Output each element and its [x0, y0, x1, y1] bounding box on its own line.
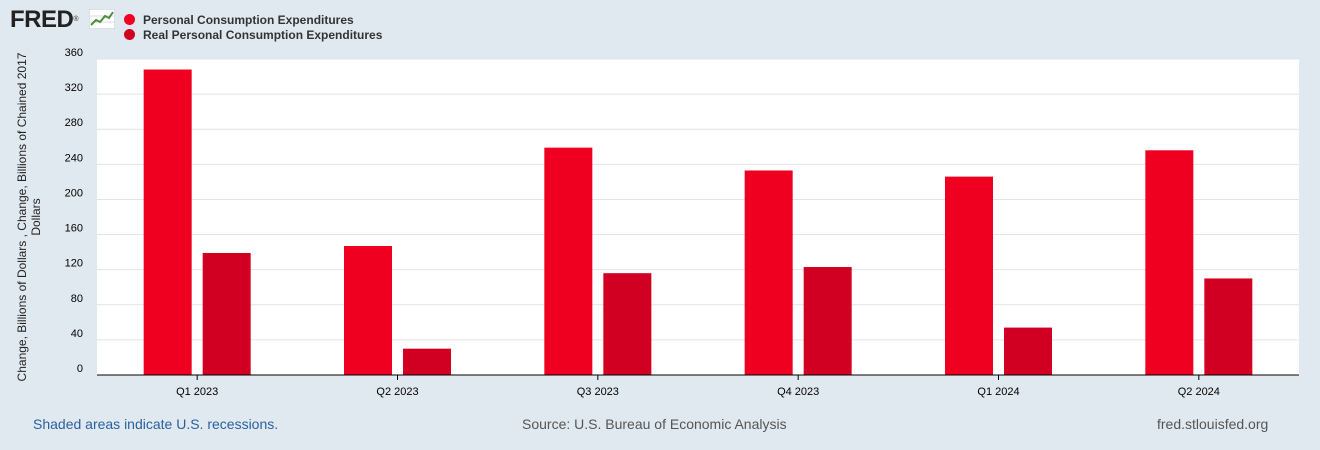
- plot-area: [97, 59, 1299, 375]
- site-link[interactable]: fred.stlouisfed.org: [1157, 416, 1269, 432]
- recession-note[interactable]: Shaded areas indicate U.S. recessions.: [33, 416, 279, 432]
- bar-real-pce[interactable]: [1204, 278, 1253, 375]
- bar-pce[interactable]: [344, 245, 392, 375]
- bar-chart: 0 40 80 120 160 200 240 280 320 360 Q1 2023 Q2 202…: [15, 47, 1299, 398]
- y-tick-label: 200: [65, 187, 83, 199]
- bar-pce[interactable]: [945, 176, 993, 375]
- chart-legend: Personal Consumption Expenditures Real P…: [124, 12, 382, 42]
- legend-label-real-pce: Real Personal Consumption Expenditures: [143, 27, 383, 42]
- fred-logo-text: FRED: [10, 6, 74, 33]
- fred-logo-graph-icon: [89, 9, 115, 29]
- x-tick-label: Q1 2024: [977, 386, 1019, 398]
- bar-real-pce[interactable]: [202, 252, 251, 375]
- x-tick-label: Q2 2023: [376, 386, 418, 398]
- legend-item-pce[interactable]: Personal Consumption Expenditures: [124, 12, 382, 27]
- bar-real-pce[interactable]: [603, 273, 652, 375]
- y-tick-label: 0: [77, 363, 83, 375]
- fred-logo-mark: ®: [73, 16, 79, 23]
- x-tick-label: Q1 2023: [176, 386, 218, 398]
- legend-marker-pce: [124, 14, 135, 25]
- y-axis-label-line-2: Dollars: [29, 198, 43, 235]
- bar-real-pce[interactable]: [803, 267, 852, 375]
- y-tick-label: 160: [65, 223, 83, 235]
- y-tick-label: 360: [65, 47, 83, 59]
- source-note: Source: U.S. Bureau of Economic Analysis: [522, 416, 787, 432]
- y-axis-ticks: 0 40 80 120 160 200 240 280 320 360: [65, 47, 83, 375]
- bars: [143, 69, 1253, 376]
- y-axis-label-line-1: Change, Billions of Dollars , Change, Bi…: [15, 52, 29, 381]
- x-axis-ticks: Q1 2023 Q2 2023 Q3 2023 Q4 2023 Q1 2024 Q2 20…: [176, 375, 1220, 398]
- gridlines: [97, 58, 1299, 341]
- fred-logo[interactable]: FRED®: [10, 6, 78, 34]
- x-tick-label: Q2 2024: [1178, 386, 1220, 398]
- y-tick-label: 40: [71, 328, 83, 340]
- y-tick-label: 120: [65, 258, 83, 270]
- legend-label-pce: Personal Consumption Expenditures: [143, 12, 354, 27]
- chart-header: FRED® Personal Consumption Expenditures …: [0, 0, 1320, 50]
- legend-marker-real-pce: [124, 29, 135, 40]
- y-tick-label: 320: [65, 82, 83, 94]
- bar-real-pce[interactable]: [403, 348, 451, 375]
- y-tick-label: 280: [65, 117, 83, 129]
- bar-pce[interactable]: [143, 69, 192, 376]
- x-tick-label: Q4 2023: [777, 386, 819, 398]
- x-tick-label: Q3 2023: [577, 386, 619, 398]
- legend-item-real-pce[interactable]: Real Personal Consumption Expenditures: [124, 27, 382, 42]
- y-tick-label: 240: [65, 152, 83, 164]
- bar-pce[interactable]: [744, 170, 793, 375]
- bar-real-pce[interactable]: [1004, 327, 1052, 375]
- y-tick-label: 80: [71, 293, 83, 305]
- bar-pce[interactable]: [544, 147, 593, 375]
- bar-pce[interactable]: [1145, 150, 1194, 375]
